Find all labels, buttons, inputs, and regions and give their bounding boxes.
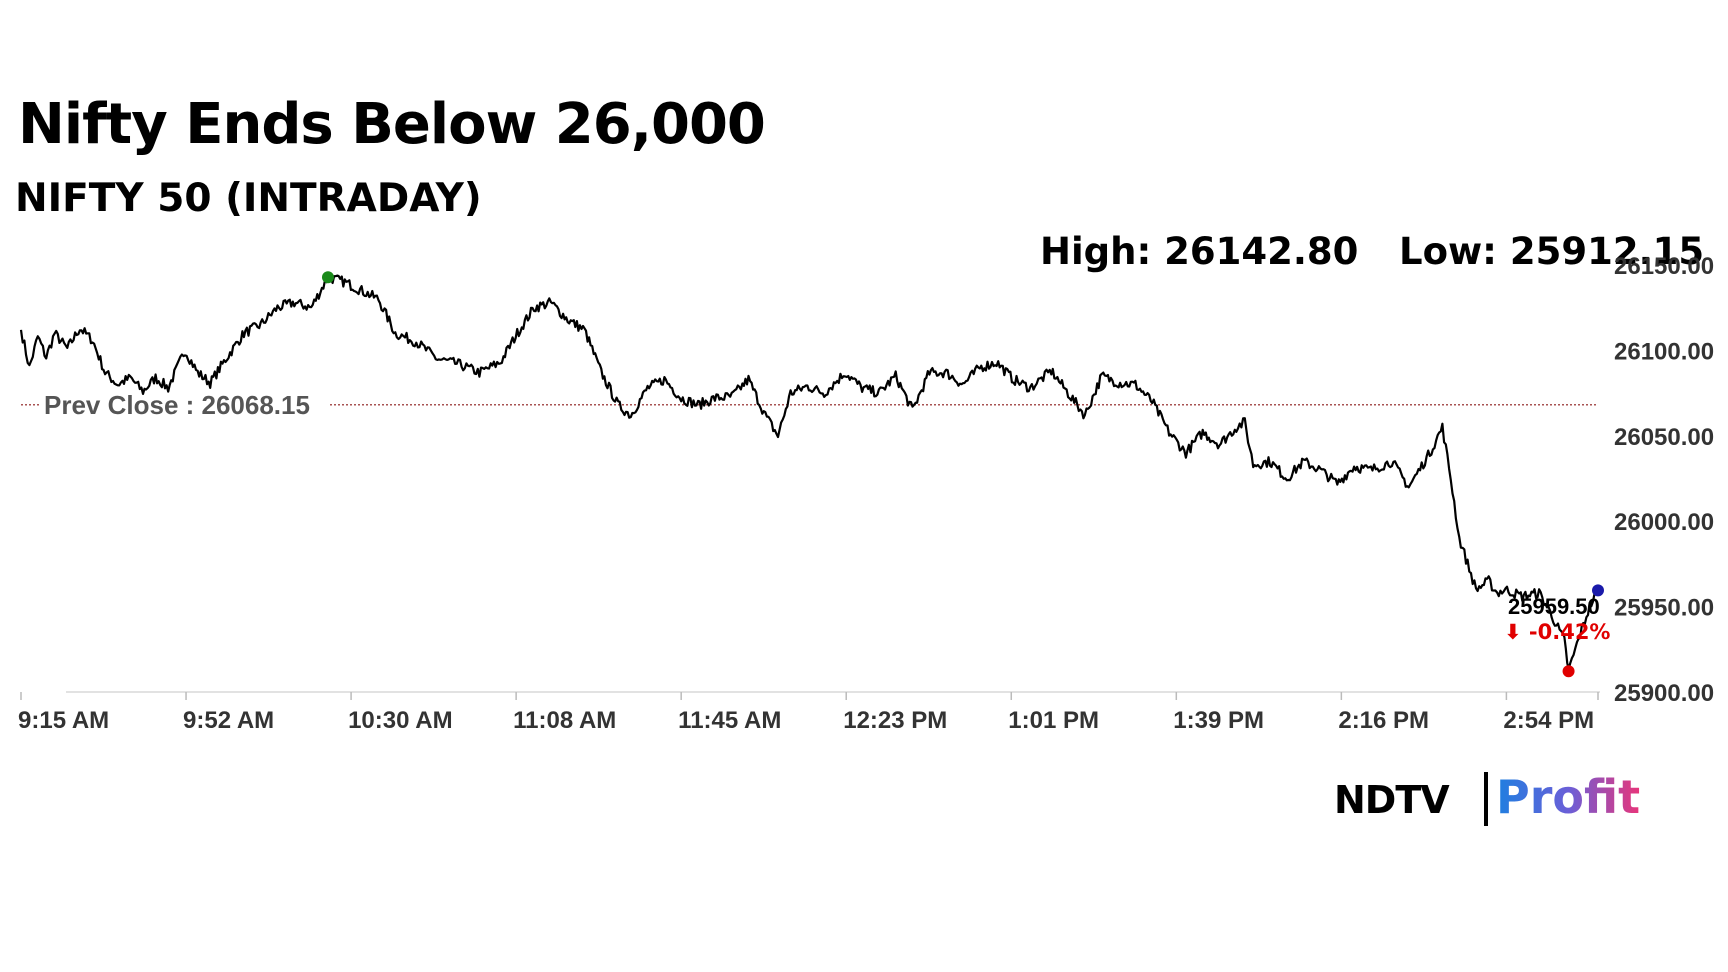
last-price-marker bbox=[1592, 584, 1604, 597]
prev-close-group: Prev Close : 26068.15 bbox=[21, 390, 1598, 420]
series-line bbox=[19, 274, 1599, 671]
high-value-label: High: 26142.80 bbox=[1040, 230, 1359, 273]
x-tick-label: 2:16 PM bbox=[1338, 707, 1429, 734]
y-tick-label: 26050.00 bbox=[1614, 424, 1714, 451]
low-value-label: Low: 25912.15 bbox=[1399, 230, 1705, 273]
high-marker bbox=[321, 271, 334, 284]
x-axis: 9:15 AM 9:52 AM 10:30 AM 11:08 AM 11:45 AM 12… bbox=[18, 691, 1600, 734]
y-tick-label: 26000.00 bbox=[1614, 509, 1714, 536]
chart-title: Nifty Ends Below 26,000 bbox=[18, 92, 766, 157]
y-tick-label: 25900.00 bbox=[1614, 680, 1714, 707]
series-layer bbox=[19, 274, 1599, 671]
x-tick-label: 12:23 PM bbox=[843, 707, 947, 734]
x-tick-label: 11:08 AM bbox=[513, 707, 616, 734]
y-tick-label: 26100.00 bbox=[1614, 338, 1714, 365]
x-tick-label: 10:30 AM bbox=[348, 707, 452, 734]
markers-layer: 25959.50⬇ -0.42% bbox=[321, 271, 1610, 678]
prev-close-label: Prev Close : 26068.15 bbox=[44, 390, 310, 420]
low-marker bbox=[1562, 665, 1575, 678]
logo-ndtv-text: NDTV bbox=[1334, 778, 1450, 822]
x-tick-label: 2:54 PM bbox=[1503, 707, 1594, 734]
x-tick-label: 9:52 AM bbox=[183, 707, 274, 734]
x-tick-label: 1:01 PM bbox=[1008, 707, 1099, 734]
x-tick-label: 11:45 AM bbox=[678, 707, 781, 734]
chart-subtitle: NIFTY 50 (INTRADAY) bbox=[15, 176, 482, 221]
x-tick-label: 9:15 AM bbox=[18, 707, 109, 734]
logo-profit-text: Profit bbox=[1496, 770, 1641, 824]
y-tick-label: 25950.00 bbox=[1614, 595, 1714, 622]
x-tick-label: 1:39 PM bbox=[1173, 707, 1264, 734]
y-tick-label: 26150.00 bbox=[1614, 253, 1714, 280]
change-label: ⬇ -0.42% bbox=[1504, 620, 1610, 644]
last-price-label: 25959.50 bbox=[1508, 594, 1600, 619]
logo-divider bbox=[1484, 772, 1488, 826]
y-axis: 25900.00 25950.00 26000.00 26050.00 26100.00… bbox=[1614, 253, 1714, 707]
